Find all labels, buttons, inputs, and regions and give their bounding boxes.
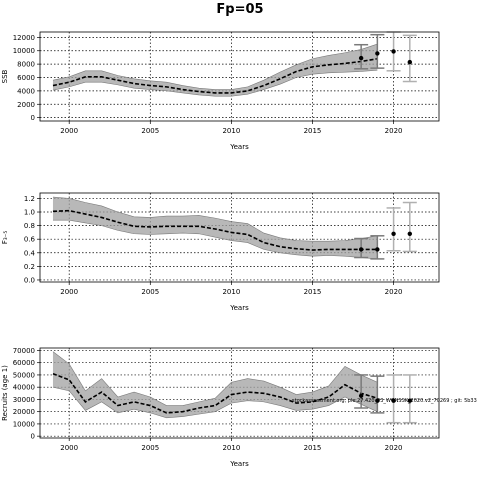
y-tick-label-7: 70000 — [13, 347, 35, 355]
projection-point-2019 — [375, 398, 380, 403]
band-lower-edge — [52, 69, 378, 97]
x-tick-label-2005: 2005 — [141, 444, 159, 452]
y-tick-label-3: 6000 — [17, 74, 35, 82]
x-tick-label-2020: 2020 — [385, 127, 403, 135]
y-axis-label: F₃₋₅ — [1, 231, 9, 245]
projection-point-2019 — [375, 247, 380, 252]
y-tick-label-1: 0.2 — [24, 263, 35, 271]
projection-point-2021 — [407, 398, 413, 403]
y-tick-label-2: 20000 — [13, 408, 35, 416]
x-tick-label-2000: 2000 — [60, 288, 78, 296]
x-tick-label-2010: 2010 — [222, 444, 240, 452]
y-tick-label-4: 0.8 — [24, 222, 35, 230]
y-tick-label-4: 40000 — [13, 384, 35, 392]
projection-point-2020 — [391, 231, 396, 236]
y-tick-label-0: 0 — [31, 433, 35, 441]
x-tick-label-2015: 2015 — [304, 127, 322, 135]
panel-1: 2000 2005 2010 2015 2020 0 2000 4000 6000 8000 100… — [1, 31, 440, 151]
x-tick-label-2010: 2010 — [222, 288, 240, 296]
projection-point-2018 — [358, 247, 364, 252]
y-tick-label-3: 30000 — [13, 396, 35, 404]
axes-frame — [39, 31, 440, 122]
x-tick-label-2000: 2000 — [60, 127, 78, 135]
x-tick-label-2020: 2020 — [385, 444, 403, 452]
axes-frame — [39, 192, 440, 283]
x-tick-label-2015: 2015 — [304, 288, 322, 296]
y-axis-label: SSB — [1, 69, 9, 83]
y-tick-label-5: 50000 — [13, 371, 35, 379]
y-tick-label-0: 0.0 — [24, 276, 35, 284]
y-tick-label-2: 4000 — [17, 87, 35, 95]
y-tick-label-6: 12000 — [13, 34, 35, 42]
y-tick-label-6: 1.2 — [24, 195, 35, 203]
confidence-band — [52, 44, 378, 97]
projection-point-2021 — [407, 59, 413, 65]
projection-point-2018 — [358, 393, 364, 398]
y-tick-label-3: 0.6 — [24, 236, 36, 244]
projection-point-2020 — [391, 49, 396, 54]
y-tick-label-2: 0.4 — [24, 249, 36, 257]
y-tick-label-6: 60000 — [13, 359, 35, 367]
panel-3: 2000 2005 2010 2015 2020 0 10000 20000 30000 4000… — [1, 347, 440, 468]
panel-2: 2000 2005 2010 2015 2020 0.0 0.2 0.4 0.6 0.8 1.0 1.… — [1, 192, 440, 312]
y-tick-label-1: 2000 — [17, 101, 35, 109]
estimate-line — [52, 209, 378, 251]
x-tick-label-2000: 2000 — [60, 444, 78, 452]
y-tick-label-5: 1.0 — [24, 209, 35, 217]
estimate-line — [52, 57, 378, 94]
y-tick-label-4: 8000 — [17, 61, 35, 69]
x-tick-label-2015: 2015 — [304, 444, 322, 452]
y-tick-label-0: 0 — [31, 114, 35, 122]
projection-point-2019 — [375, 51, 380, 56]
figure-title: Fp=05 — [216, 2, 263, 17]
stockassessment-watermark: stockassessment.org, ple.27.420_33_WGNSS… — [292, 398, 477, 404]
confidence-band — [52, 351, 378, 418]
x-tick-label-2010: 2010 — [222, 127, 240, 135]
x-tick-label-2020: 2020 — [385, 288, 403, 296]
confidence-band — [52, 197, 378, 259]
band-upper-edge — [52, 351, 378, 406]
band-upper-edge — [52, 196, 378, 242]
y-axis-label: Recruits (age 1) — [1, 365, 9, 421]
projection-point-2020 — [391, 398, 396, 403]
x-axis-label: Years — [229, 143, 249, 151]
x-axis-label: Years — [229, 460, 249, 468]
axes-frame — [39, 347, 440, 439]
x-axis-label: Years — [229, 304, 249, 312]
y-tick-label-5: 10000 — [13, 47, 35, 55]
band-upper-edge — [52, 43, 378, 90]
y-tick-label-1: 10000 — [13, 420, 35, 428]
band-lower-edge — [52, 219, 378, 260]
x-tick-label-2005: 2005 — [141, 127, 159, 135]
x-tick-label-2005: 2005 — [141, 288, 159, 296]
panels: 2000 2005 2010 2015 2020 0 2000 4000 6000 8000 100… — [1, 31, 440, 468]
projection-point-2018 — [358, 55, 364, 61]
band-lower-edge — [52, 386, 378, 419]
projection-point-2021 — [407, 231, 413, 236]
